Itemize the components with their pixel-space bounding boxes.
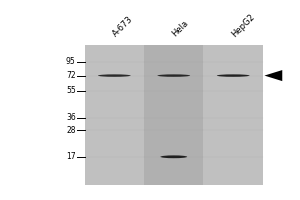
- Text: 28: 28: [66, 126, 76, 135]
- Text: 36: 36: [66, 113, 76, 122]
- Text: A-673: A-673: [111, 15, 135, 39]
- Ellipse shape: [160, 155, 187, 158]
- Text: Hela: Hela: [170, 19, 190, 39]
- Ellipse shape: [158, 74, 190, 77]
- Bar: [203, 45, 263, 185]
- Ellipse shape: [98, 74, 131, 77]
- Text: 95: 95: [66, 57, 76, 66]
- Bar: [85, 45, 144, 185]
- Text: 17: 17: [66, 152, 76, 161]
- Ellipse shape: [217, 74, 250, 77]
- Text: HepG2: HepG2: [230, 12, 256, 39]
- Polygon shape: [264, 70, 282, 81]
- Bar: [144, 45, 203, 185]
- Text: 55: 55: [66, 86, 76, 95]
- Text: 72: 72: [66, 71, 76, 80]
